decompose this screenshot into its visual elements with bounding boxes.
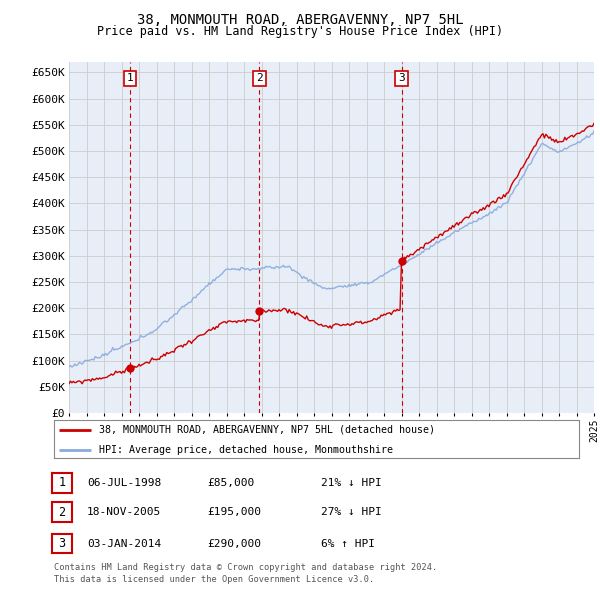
Text: £195,000: £195,000 bbox=[207, 507, 261, 517]
Text: HPI: Average price, detached house, Monmouthshire: HPI: Average price, detached house, Monm… bbox=[98, 445, 392, 455]
Text: 2: 2 bbox=[256, 74, 263, 83]
Text: £85,000: £85,000 bbox=[207, 478, 254, 488]
Text: 27% ↓ HPI: 27% ↓ HPI bbox=[321, 507, 382, 517]
Text: 3: 3 bbox=[59, 537, 65, 550]
Text: 3: 3 bbox=[398, 74, 405, 83]
Text: 18-NOV-2005: 18-NOV-2005 bbox=[87, 507, 161, 517]
Text: £290,000: £290,000 bbox=[207, 539, 261, 549]
Text: This data is licensed under the Open Government Licence v3.0.: This data is licensed under the Open Gov… bbox=[54, 575, 374, 584]
Text: 1: 1 bbox=[59, 476, 65, 489]
Text: Price paid vs. HM Land Registry's House Price Index (HPI): Price paid vs. HM Land Registry's House … bbox=[97, 25, 503, 38]
Text: 38, MONMOUTH ROAD, ABERGAVENNY, NP7 5HL: 38, MONMOUTH ROAD, ABERGAVENNY, NP7 5HL bbox=[137, 13, 463, 27]
Text: 6% ↑ HPI: 6% ↑ HPI bbox=[321, 539, 375, 549]
Text: 38, MONMOUTH ROAD, ABERGAVENNY, NP7 5HL (detached house): 38, MONMOUTH ROAD, ABERGAVENNY, NP7 5HL … bbox=[98, 425, 434, 435]
Text: 2: 2 bbox=[59, 506, 65, 519]
Text: 21% ↓ HPI: 21% ↓ HPI bbox=[321, 478, 382, 488]
Text: 1: 1 bbox=[127, 74, 134, 83]
Text: Contains HM Land Registry data © Crown copyright and database right 2024.: Contains HM Land Registry data © Crown c… bbox=[54, 563, 437, 572]
Text: 06-JUL-1998: 06-JUL-1998 bbox=[87, 478, 161, 488]
Text: 03-JAN-2014: 03-JAN-2014 bbox=[87, 539, 161, 549]
